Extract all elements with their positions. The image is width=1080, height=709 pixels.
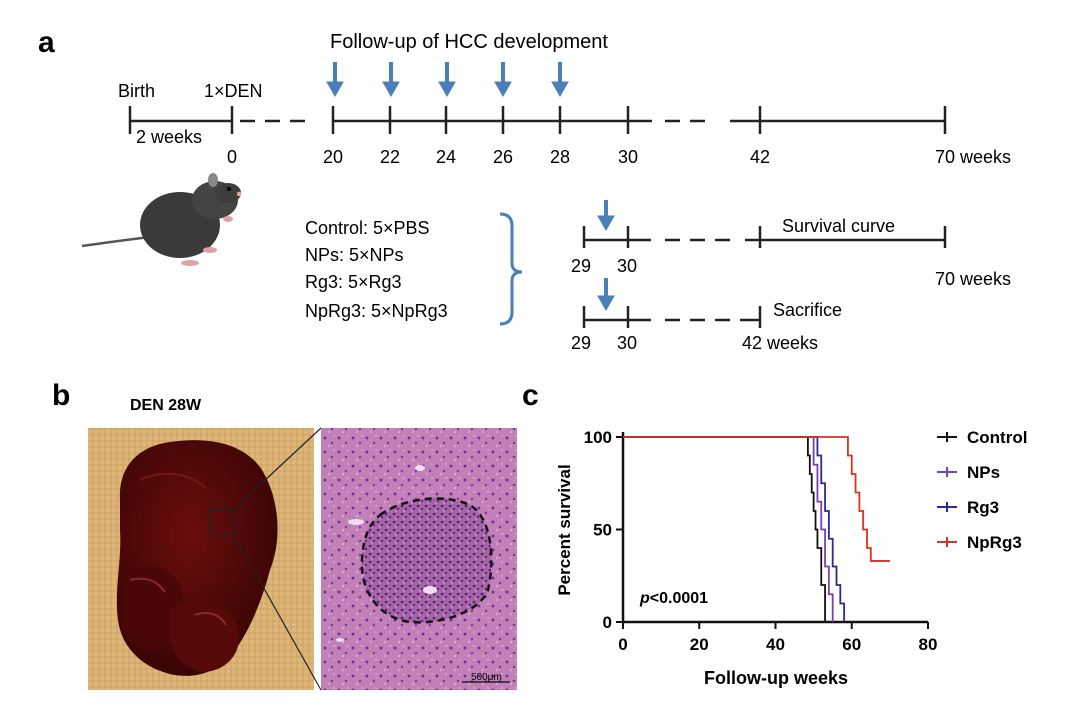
follow-up-arrows — [326, 62, 569, 98]
survival-timeline — [582, 226, 947, 248]
group-label: Control: 5×PBS — [305, 218, 430, 238]
p-value-p: p — [639, 590, 650, 607]
x-axis-label: Follow-up weeks — [704, 668, 848, 688]
tick-label: 30 — [618, 147, 638, 167]
rat-illustration — [81, 173, 242, 266]
scale-bar-label: 500μm — [471, 672, 502, 683]
survival-chart: Percent survival Follow-up weeks p<0.000… — [555, 428, 1027, 688]
histology-image: 500μm — [321, 428, 517, 690]
x-tick-label: 20 — [690, 635, 709, 654]
x-tick-label: 60 — [842, 635, 861, 654]
panel-b-title: DEN 28W — [130, 397, 202, 414]
survival-line-rg3 — [623, 436, 846, 622]
panel-a-label: a — [38, 26, 55, 59]
tick-label: 28 — [550, 147, 570, 167]
p-value: p<0.0001 — [639, 590, 708, 607]
y-tick-label: 0 — [603, 613, 612, 632]
survival-line-nprg3 — [623, 436, 890, 562]
group-label: Rg3: 5×Rg3 — [305, 272, 402, 292]
legend-label: NpRg3 — [967, 533, 1022, 552]
arrow-icon — [494, 62, 512, 98]
arrow-icon — [326, 62, 344, 98]
tick-label: 0 — [227, 147, 237, 167]
panel-a-title: Follow-up of HCC development — [330, 31, 608, 53]
y-axis-label: Percent survival — [555, 464, 574, 595]
group-label: NPs: 5×NPs — [305, 245, 404, 265]
liver-photo — [88, 428, 314, 690]
panel-c-label: c — [522, 379, 539, 412]
x-tick-label: 80 — [919, 635, 938, 654]
sacrifice-end-label: 42 weeks — [742, 333, 818, 353]
x-tick-label: 0 — [618, 635, 627, 654]
main-timeline — [128, 106, 947, 134]
y-tick-label: 50 — [593, 521, 612, 540]
group-bracket — [499, 212, 523, 326]
arrow-icon — [551, 62, 569, 98]
zoom-line-bottom — [233, 534, 322, 691]
tick-label: 22 — [380, 147, 400, 167]
panel-b-label: b — [52, 379, 70, 412]
legend-label: NPs — [967, 463, 1000, 482]
den-label: 1×DEN — [204, 81, 263, 101]
tick-label: 42 — [750, 147, 770, 167]
arrow-icon — [597, 200, 615, 232]
sacrifice-tick: 29 — [571, 333, 591, 353]
tick-label: 26 — [493, 147, 513, 167]
survival-end-label: 70 weeks — [935, 269, 1011, 289]
legend-label: Control — [967, 428, 1027, 447]
end-label: 70 weeks — [935, 147, 1011, 167]
sacrifice-label: Sacrifice — [773, 300, 842, 320]
tick-label: 20 — [323, 147, 343, 167]
sacrifice-tick: 30 — [617, 333, 637, 353]
two-weeks-label: 2 weeks — [136, 127, 202, 147]
birth-label: Birth — [118, 81, 155, 101]
tick-label: 24 — [436, 147, 456, 167]
sacrifice-timeline — [582, 306, 762, 328]
tumor-outline — [360, 497, 493, 624]
survival-curve-label: Survival curve — [782, 216, 895, 236]
group-label: NpRg3: 5×NpRg3 — [305, 301, 448, 321]
survival-tick: 29 — [571, 256, 591, 276]
p-value-rest: <0.0001 — [650, 590, 708, 607]
survival-tick: 30 — [617, 256, 637, 276]
survival-line-control — [623, 436, 826, 622]
timeline-tick-labels: 0 20 22 24 26 28 30 42 — [227, 147, 770, 167]
zoom-line-top — [233, 427, 322, 510]
legend-label: Rg3 — [967, 498, 999, 517]
arrow-icon — [382, 62, 400, 98]
survival-line-nps — [623, 436, 834, 622]
treatment-groups: Control: 5×PBS NPs: 5×NPs Rg3: 5×Rg3 NpR… — [305, 218, 448, 321]
x-tick-label: 40 — [766, 635, 785, 654]
arrow-icon — [597, 278, 615, 312]
arrow-icon — [438, 62, 456, 98]
y-tick-label: 100 — [584, 428, 612, 447]
